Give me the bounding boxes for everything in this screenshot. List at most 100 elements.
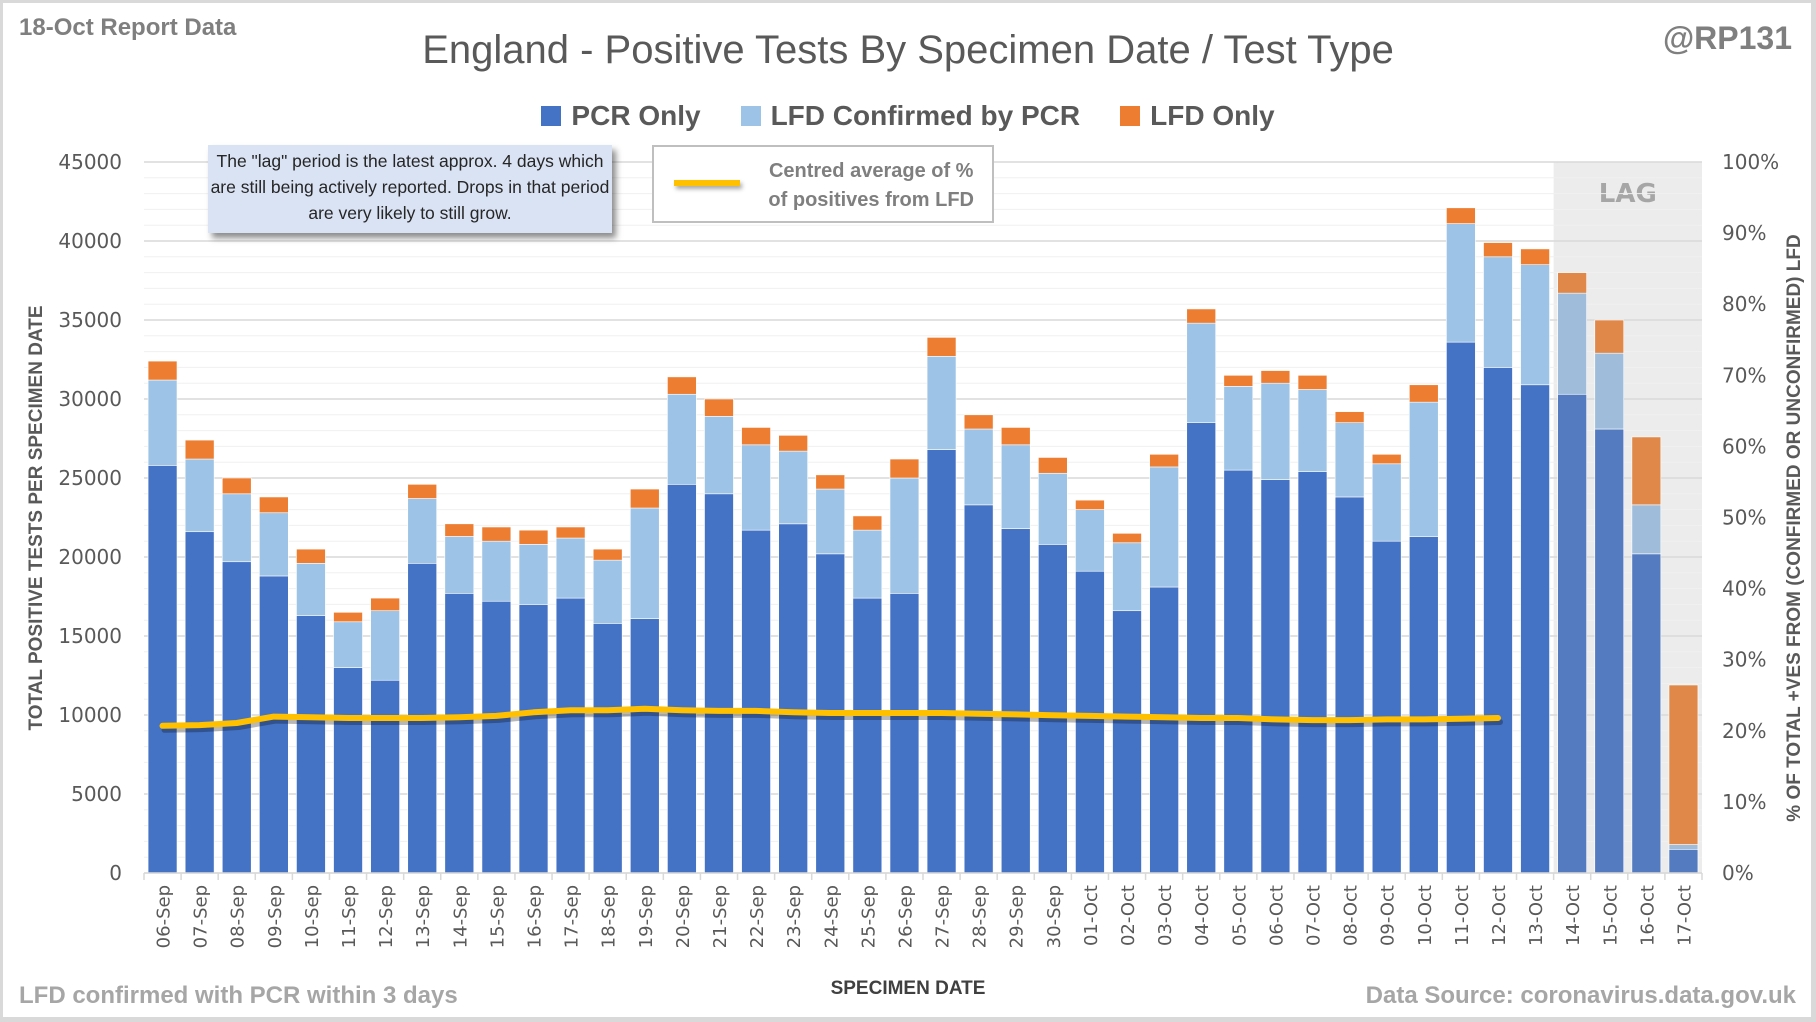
- legend-swatch-lfd-confirmed: [740, 106, 761, 126]
- bar-lfd-only: [1223, 374, 1254, 387]
- legend-item-lfd-confirmed: LFD Confirmed by PCR: [740, 100, 1081, 132]
- bar-lfd-only: [592, 548, 623, 561]
- bar-lfd-confirmed: [1446, 223, 1476, 343]
- bar-lfd-only: [221, 477, 252, 495]
- line-legend-box: Centred average of % of positives from LF…: [652, 145, 994, 223]
- x-tick-label: 23-Sep: [784, 885, 805, 948]
- bar-pcr-only: [926, 449, 957, 874]
- bar-pcr-only: [889, 593, 920, 874]
- bar-pcr-only: [704, 493, 734, 874]
- bar-pcr-only: [1186, 422, 1216, 874]
- line-legend-swatch: [674, 180, 740, 186]
- bar-lfd-confirmed: [518, 544, 549, 605]
- bar-lfd-confirmed: [630, 507, 660, 619]
- bar-lfd-confirmed: [259, 512, 289, 577]
- bar-lfd-confirmed: [963, 428, 994, 506]
- x-tick-label: 09-Oct: [1378, 885, 1399, 946]
- footnote-lfd-confirmed: LFD confirmed with PCR within 3 days: [19, 982, 458, 1009]
- x-tick-label: 07-Oct: [1304, 885, 1325, 946]
- y-tick-label: 5000: [71, 782, 122, 806]
- lag-note-callout: The "lag" period is the latest approx. 4…: [208, 145, 612, 233]
- bar-lfd-only: [1557, 272, 1587, 294]
- bar-lfd-only: [926, 337, 957, 357]
- bar-lfd-confirmed: [370, 610, 400, 681]
- bar-lfd-confirmed: [1038, 472, 1068, 545]
- bar-lfd-only: [1668, 684, 1699, 845]
- line-legend-label: Centred average of % of positives from LF…: [768, 160, 974, 211]
- bar-lfd-only: [1409, 384, 1439, 403]
- bar-pcr-only: [630, 618, 660, 874]
- bar-pcr-only: [184, 531, 215, 874]
- x-tick-label: 06-Oct: [1266, 885, 1287, 946]
- report-date-label: 18-Oct Report Data: [19, 14, 237, 41]
- bar-lfd-confirmed: [1520, 264, 1550, 386]
- bar-lfd-confirmed: [333, 621, 363, 668]
- bar-pcr-only: [963, 504, 994, 874]
- bar-lfd-only: [1594, 319, 1625, 354]
- legend-label: LFD Confirmed by PCR: [770, 100, 1081, 131]
- legend-label: LFD Only: [1150, 100, 1275, 131]
- bar-pcr-only: [370, 679, 400, 874]
- bar-lfd-only: [184, 439, 215, 460]
- x-tick-label: 29-Sep: [1007, 885, 1028, 948]
- y2-tick-label: 30%: [1722, 648, 1766, 672]
- bar-lfd-confirmed: [184, 458, 215, 533]
- bar-lfd-only: [741, 427, 771, 446]
- bar-lfd-only: [555, 526, 586, 539]
- x-tick-label: 19-Sep: [636, 885, 657, 948]
- bar-lfd-only: [1112, 532, 1142, 544]
- bar-pcr-only: [1446, 341, 1476, 874]
- bar-lfd-only: [1038, 457, 1068, 474]
- bar-lfd-confirmed: [481, 540, 512, 602]
- bar-lfd-only: [815, 474, 846, 490]
- bar-lfd-only: [370, 597, 400, 612]
- x-tick-label: 18-Sep: [599, 885, 620, 948]
- legend-item-pcr-only: PCR Only: [541, 100, 701, 132]
- x-tick-label: 16-Sep: [525, 885, 546, 948]
- y-tick-label: 15000: [58, 624, 122, 648]
- bar-lfd-only: [778, 435, 808, 452]
- bar-lfd-confirmed: [1075, 509, 1105, 572]
- bar-pcr-only: [1668, 848, 1699, 874]
- x-tick-label: 15-Sep: [487, 885, 508, 948]
- bar-lfd-confirmed: [1334, 422, 1365, 498]
- bar-lfd-confirmed: [704, 416, 734, 495]
- y2-tick-label: 10%: [1722, 790, 1766, 814]
- bar-lfd-only: [1520, 248, 1550, 265]
- bar-pcr-only: [1260, 479, 1291, 874]
- bar-pcr-only: [1038, 544, 1068, 874]
- bar-lfd-only: [1371, 453, 1402, 465]
- x-tick-label: 16-Oct: [1637, 885, 1658, 946]
- bar-pcr-only: [221, 561, 252, 874]
- bar-lfd-only: [1297, 374, 1328, 390]
- x-tick-label: 01-Oct: [1081, 885, 1102, 946]
- bar-lfd-only: [518, 529, 549, 545]
- x-tick-label: 04-Oct: [1192, 885, 1213, 946]
- bar-lfd-only: [1186, 308, 1216, 324]
- y2-tick-label: 90%: [1722, 221, 1766, 245]
- x-tick-label: 11-Sep: [339, 885, 360, 948]
- bar-pcr-only: [259, 575, 289, 874]
- x-tick-label: 12-Sep: [376, 885, 397, 948]
- x-tick-label: 02-Oct: [1118, 885, 1139, 946]
- bar-pcr-only: [481, 600, 512, 874]
- bar-pcr-only: [592, 623, 623, 874]
- bar-lfd-only: [963, 414, 994, 430]
- bar-lfd-confirmed: [1297, 389, 1328, 472]
- y2-tick-label: 80%: [1722, 292, 1766, 316]
- x-tick-label: 27-Sep: [933, 885, 954, 948]
- bar-pcr-only: [333, 667, 363, 874]
- bar-lfd-only: [296, 548, 326, 564]
- bar-lfd-only: [147, 360, 178, 381]
- bar-lfd-confirmed: [1260, 382, 1291, 480]
- bar-pcr-only: [1297, 471, 1328, 874]
- y-tick-label: 10000: [58, 703, 122, 727]
- y-axis-title-left: TOTAL POSITIVE TESTS PER SPECIMEN DATE: [26, 304, 47, 731]
- bar-pcr-only: [1557, 393, 1587, 874]
- x-tick-label: 09-Sep: [265, 885, 286, 948]
- bar-lfd-only: [667, 376, 697, 395]
- y2-tick-label: 70%: [1722, 363, 1766, 387]
- bar-lfd-only: [444, 523, 475, 537]
- data-source: Data Source: coronavirus.data.gov.uk: [1365, 982, 1796, 1009]
- x-tick-label: 26-Sep: [895, 885, 916, 948]
